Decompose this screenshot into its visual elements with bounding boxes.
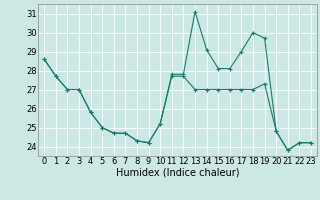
X-axis label: Humidex (Indice chaleur): Humidex (Indice chaleur): [116, 168, 239, 178]
